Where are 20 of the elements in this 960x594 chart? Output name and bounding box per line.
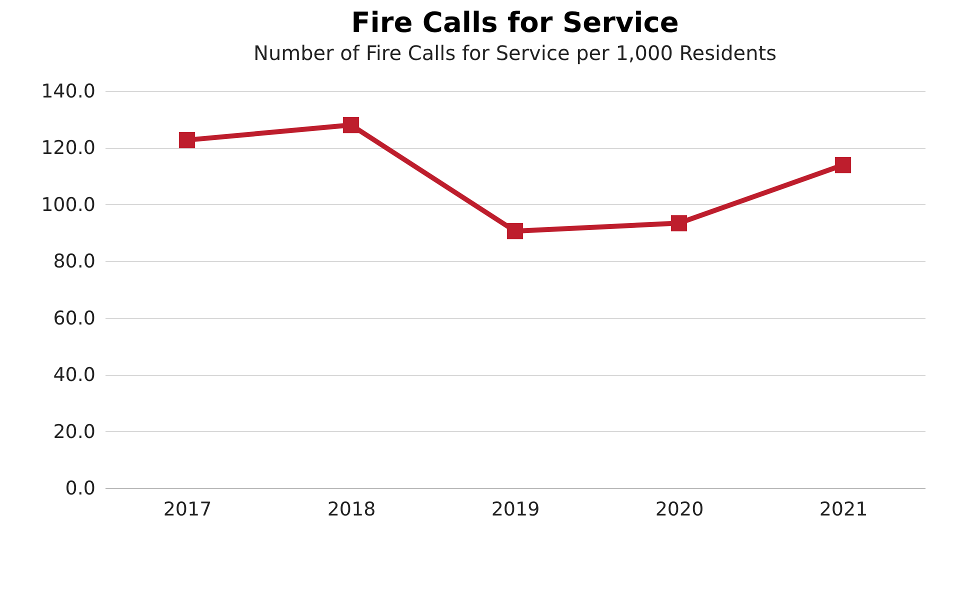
chart-subtitle: Number of Fire Calls for Service per 1,000 Residents <box>253 41 777 65</box>
y-tick-label: 80.0 <box>53 250 96 273</box>
point <box>342 116 360 134</box>
point <box>834 156 852 174</box>
x-tick-label: 2021 <box>819 498 868 520</box>
y-tick-label: 120.0 <box>41 137 96 160</box>
y-tick-label: 0.0 <box>65 478 96 500</box>
y-tick-label: 60.0 <box>53 307 96 330</box>
x-tick-label: 2019 <box>491 498 540 520</box>
x-tick-label: 2017 <box>163 498 212 520</box>
x-tick-label: 2020 <box>655 498 704 520</box>
point <box>506 223 524 240</box>
x-tick-label: 2018 <box>327 498 376 520</box>
y-tick-label: 100.0 <box>41 194 96 216</box>
y-tick-label: 140.0 <box>41 80 96 102</box>
point <box>670 215 688 232</box>
y-tick-label: 40.0 <box>53 364 96 386</box>
y-tick-label: 20.0 <box>53 420 96 443</box>
chart-title: Fire Calls for Service <box>351 6 679 39</box>
point <box>178 132 196 148</box>
